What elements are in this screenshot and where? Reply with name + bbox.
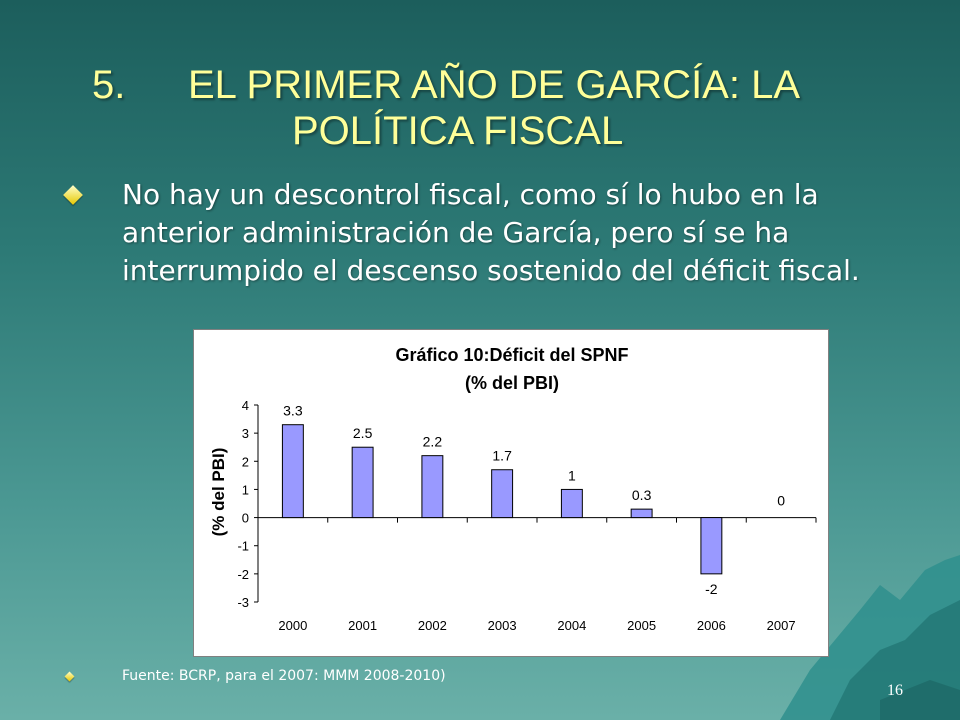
deficit-chart: Gráfico 10:Déficit del SPNF (% del PBI) … (193, 329, 829, 657)
bullet-text: No hay un descontrol fiscal, como sí lo … (122, 178, 860, 287)
data-label: -2 (705, 581, 718, 597)
y-tick-label: 4 (242, 398, 249, 413)
x-tick-label: 2006 (697, 618, 726, 633)
bar (491, 469, 514, 519)
bar (560, 488, 583, 519)
slide-title: 5. EL PRIMER AÑO DE GARCÍA: LA POLÍTICA F… (60, 62, 920, 154)
deficit-chart-svg: Gráfico 10:Déficit del SPNF (% del PBI) … (209, 345, 817, 633)
x-tick-label: 2005 (627, 618, 656, 633)
y-tick-label: -3 (237, 595, 249, 610)
title-number: 5. (92, 63, 126, 107)
title-line-1: EL PRIMER AÑO DE GARCÍA: LA (188, 63, 801, 107)
x-tick-label: 2004 (557, 618, 586, 633)
bar (351, 446, 374, 519)
data-label: 1 (568, 467, 576, 483)
bar (281, 424, 304, 519)
y-tick-label: 3 (242, 426, 249, 441)
y-tick-label: -1 (237, 539, 249, 554)
x-tick-label: 2001 (348, 618, 377, 633)
chart-subtitle: (% del PBI) (465, 373, 559, 393)
x-tick-label: 2007 (767, 618, 796, 633)
page-number: 16 (887, 682, 903, 699)
chart-title: Gráfico 10:Déficit del SPNF (395, 345, 628, 365)
y-axis-label: (% del PBI) (209, 448, 228, 537)
data-label: 0.3 (632, 487, 652, 503)
data-label: 2.5 (353, 425, 373, 441)
y-tick-label: 2 (242, 454, 249, 469)
bar (700, 517, 723, 575)
source-text: Fuente: BCRP, para el 2007: MMM 2008-201… (122, 668, 446, 684)
y-tick-label: -2 (237, 567, 249, 582)
plot-area: 4 3 2 1 0 -1 -2 -3 3.3 2000 2.5 2001 2.2 2002 1.7 2003 1… (237, 398, 817, 633)
title-line-2: POLÍTICA FISCAL (292, 109, 624, 153)
data-label: 0 (777, 493, 785, 509)
x-tick-label: 2000 (278, 618, 307, 633)
data-label: 1.7 (492, 448, 512, 464)
data-label: 2.2 (423, 434, 443, 450)
x-tick-label: 2002 (418, 618, 447, 633)
data-label: 3.3 (283, 403, 303, 419)
y-tick-label: 1 (242, 482, 249, 497)
bar (630, 508, 653, 519)
x-tick-label: 2003 (488, 618, 517, 633)
y-tick-label: 0 (242, 511, 249, 526)
bar (421, 455, 444, 519)
